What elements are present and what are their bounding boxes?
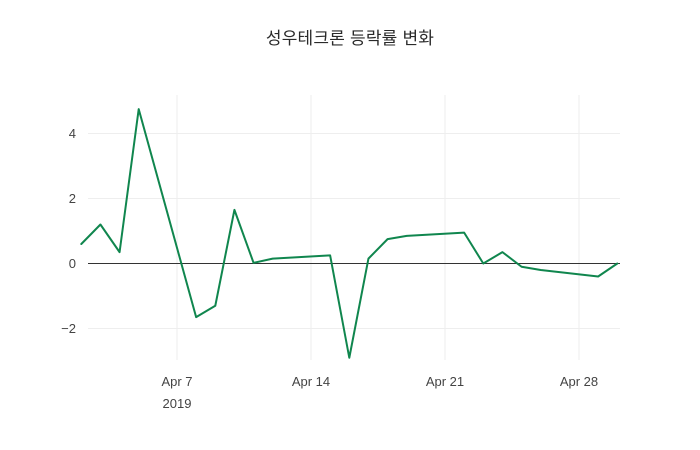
x-tick-label-3: Apr 28 (559, 374, 599, 389)
x-tick-label-1: Apr 14 (291, 374, 331, 389)
vertical-gridlines (176, 95, 580, 360)
y-tick-label-1: 2 (68, 190, 76, 206)
x-tick-label-0: Apr 7 (161, 374, 193, 389)
y-tick-label-3: −2 (61, 320, 76, 336)
x-tick-sublabel-0: 2019 (162, 396, 192, 411)
y-tick-label-0: 4 (68, 125, 76, 141)
chart-title: 성우테크론 등락률 변화 (265, 29, 435, 48)
horizontal-gridlines (88, 133, 620, 329)
x-tick-label-2: Apr 21 (425, 374, 465, 389)
data-line-series (80, 108, 619, 359)
y-tick-label-2: 0 (68, 255, 76, 271)
